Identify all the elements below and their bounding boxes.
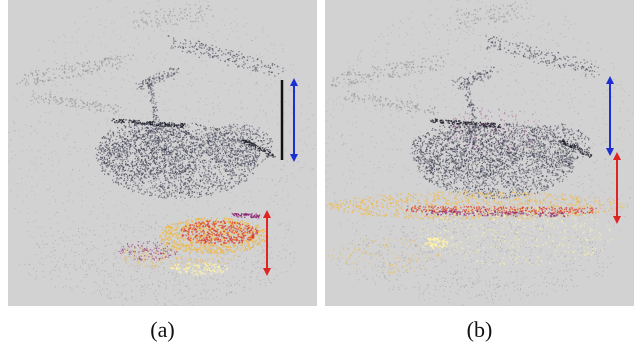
red-height-arrow-a xyxy=(263,210,271,276)
point-cloud-image-b xyxy=(325,0,634,306)
caption-a: (a) xyxy=(150,317,175,342)
point-cloud-a xyxy=(8,0,317,306)
point-cloud-image-a xyxy=(8,0,317,306)
point-cloud-panel-b xyxy=(325,0,634,306)
point-cloud-b xyxy=(325,0,634,306)
red-height-arrow-b xyxy=(613,152,621,224)
caption-b: (b) xyxy=(466,317,493,342)
blue-height-arrow-a xyxy=(290,78,298,162)
point-cloud-panel-a xyxy=(8,0,317,306)
blue-height-arrow-b xyxy=(606,76,614,156)
